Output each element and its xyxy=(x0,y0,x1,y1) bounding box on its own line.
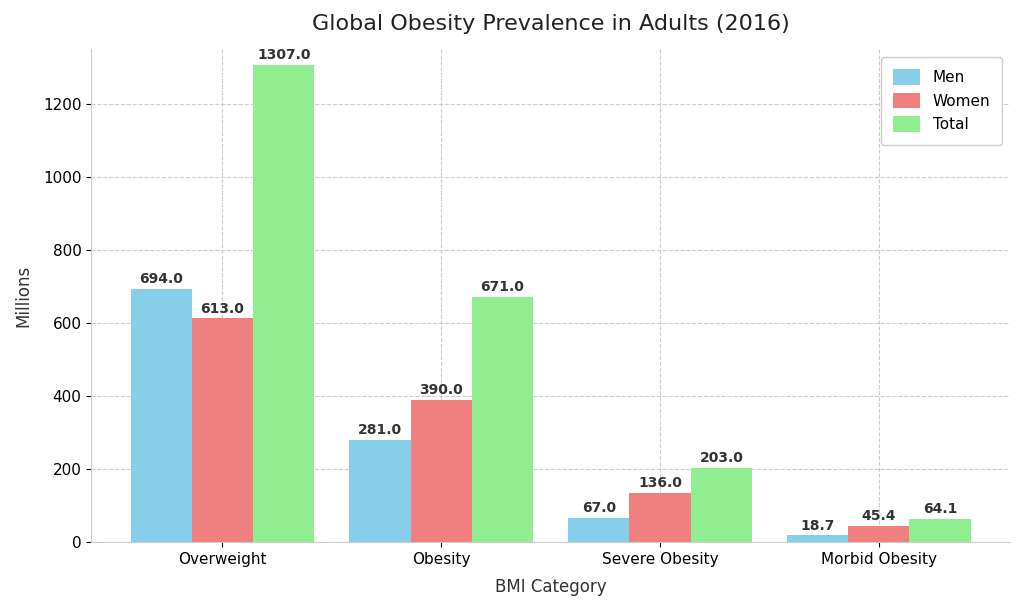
Text: 694.0: 694.0 xyxy=(139,272,183,286)
Text: 67.0: 67.0 xyxy=(582,501,615,515)
Bar xyxy=(848,526,909,542)
Text: 64.1: 64.1 xyxy=(923,502,957,516)
Bar xyxy=(349,440,411,542)
Text: 203.0: 203.0 xyxy=(699,451,743,465)
Text: 281.0: 281.0 xyxy=(358,423,402,437)
Text: 613.0: 613.0 xyxy=(201,301,245,315)
Bar xyxy=(909,519,971,542)
Text: 671.0: 671.0 xyxy=(480,281,524,295)
Text: 136.0: 136.0 xyxy=(638,476,682,490)
Bar xyxy=(131,289,191,542)
X-axis label: BMI Category: BMI Category xyxy=(495,578,606,596)
Y-axis label: Millions: Millions xyxy=(14,265,32,327)
Bar xyxy=(568,518,630,542)
Bar xyxy=(191,318,253,542)
Bar xyxy=(787,536,848,542)
Bar xyxy=(630,493,690,542)
Bar xyxy=(411,400,472,542)
Text: 1307.0: 1307.0 xyxy=(257,48,310,62)
Bar xyxy=(690,468,752,542)
Bar xyxy=(253,65,314,542)
Text: 390.0: 390.0 xyxy=(420,383,463,397)
Text: 18.7: 18.7 xyxy=(801,518,835,533)
Title: Global Obesity Prevalence in Adults (2016): Global Obesity Prevalence in Adults (201… xyxy=(311,14,790,34)
Bar xyxy=(472,297,534,542)
Legend: Men, Women, Total: Men, Women, Total xyxy=(881,57,1002,145)
Text: 45.4: 45.4 xyxy=(861,509,896,523)
